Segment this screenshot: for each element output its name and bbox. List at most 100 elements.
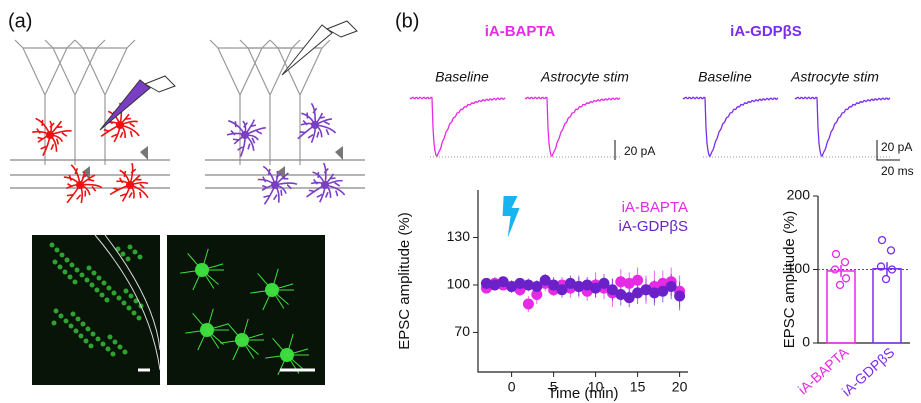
y-tick-label: 100 — [447, 276, 471, 292]
cell-signal — [100, 341, 106, 347]
cell-signal — [95, 336, 101, 342]
cell-process — [206, 329, 220, 349]
cell-signal — [110, 351, 116, 357]
data-point — [556, 284, 568, 296]
cell-signal — [64, 257, 70, 263]
cell-signal — [73, 328, 79, 334]
astrocyte-soma — [321, 181, 329, 189]
individual-point — [886, 246, 896, 255]
data-point — [615, 276, 627, 288]
neuron — [209, 39, 271, 165]
data-point — [489, 279, 501, 291]
neuron — [14, 39, 76, 165]
epsc-trace — [794, 96, 891, 158]
data-point — [573, 281, 585, 293]
cell-signal — [51, 320, 57, 326]
cell-signal — [107, 334, 113, 340]
trace-group-title: iA-BAPTA — [485, 23, 556, 40]
cell-signal — [63, 318, 69, 324]
bar — [872, 268, 902, 344]
data-point — [615, 288, 627, 300]
cell-process — [241, 339, 255, 359]
panel-label: (b) — [395, 10, 419, 32]
scale-bar — [876, 140, 900, 161]
individual-point — [840, 257, 850, 267]
cell-signal — [53, 308, 59, 314]
data-point — [581, 279, 593, 291]
cell-signal — [121, 300, 127, 306]
cell-signal — [89, 282, 95, 288]
cell-signal — [116, 295, 122, 301]
astrocyte-soma — [116, 121, 124, 129]
cell-process — [277, 354, 288, 376]
cell-signal — [49, 242, 55, 248]
cell-process — [271, 283, 294, 291]
legend-entry: iA-GDPβS — [619, 218, 688, 235]
cell-signal — [68, 323, 74, 329]
scale-label: 20 pA — [624, 144, 655, 158]
cell-signal — [70, 311, 76, 317]
x-tick-label: 0 — [508, 379, 516, 395]
cell-signal — [94, 287, 100, 293]
x-tick-label: 15 — [630, 379, 646, 395]
y-axis-label: EPSC amplitude (%) — [396, 212, 413, 350]
data-point — [623, 292, 635, 304]
cell-signal — [57, 264, 63, 270]
y-tick-label: 0 — [802, 334, 810, 350]
electrode-holder — [325, 20, 358, 38]
cell-signal — [117, 344, 123, 350]
electrode — [281, 24, 333, 76]
astrocyte-soma — [311, 121, 319, 129]
stimulus-bolt — [502, 196, 520, 238]
data-point — [480, 277, 492, 289]
cell-process — [272, 338, 288, 356]
individual-point — [830, 265, 840, 274]
cell-signal — [75, 316, 81, 322]
cell-signal — [122, 349, 128, 355]
cell-process — [271, 289, 285, 309]
cell-signal — [88, 343, 94, 349]
cell-signal — [133, 298, 139, 304]
condition-label: Baseline — [435, 69, 489, 85]
x-tick-label: 20 — [672, 379, 688, 395]
cell-signal — [78, 333, 84, 339]
y-tick-label: 130 — [447, 228, 471, 244]
cell-signal — [101, 280, 107, 286]
y-axis-label: EPSC amplitude (%) — [781, 211, 798, 349]
data-point — [640, 284, 652, 296]
y-tick-label: 200 — [787, 187, 811, 203]
individual-point — [876, 262, 886, 271]
cell-process — [197, 329, 208, 351]
cell-process — [220, 339, 243, 344]
cell-signal — [62, 269, 68, 275]
data-point — [674, 290, 686, 302]
individual-point — [881, 274, 891, 284]
cell-signal — [85, 326, 91, 332]
x-tick-label: 10 — [588, 379, 604, 395]
cell-process — [201, 248, 209, 271]
cell-process — [201, 263, 224, 271]
axis — [477, 190, 688, 373]
data-point — [598, 277, 610, 289]
epsc-trace — [682, 96, 779, 158]
cell-signal — [72, 279, 78, 285]
electrode-holder — [143, 75, 176, 93]
cell-signal — [58, 313, 64, 319]
cell-process — [192, 313, 208, 331]
legend-entry: iA-BAPTA — [622, 199, 688, 216]
data-point — [522, 279, 534, 291]
data-point — [657, 277, 669, 289]
schematics — [10, 20, 365, 385]
astrocyte-soma — [241, 131, 249, 139]
condition-label: Astrocyte stim — [790, 69, 879, 85]
individual-point — [877, 235, 887, 245]
cell-process — [286, 333, 294, 356]
cell-signal — [99, 292, 105, 298]
cell-process — [241, 333, 264, 341]
cell-signal — [111, 290, 117, 296]
condition-label: Baseline — [698, 69, 752, 85]
data-point — [539, 274, 551, 286]
cell-process — [232, 339, 243, 361]
cell-signal — [91, 270, 97, 276]
cell-signal — [96, 275, 102, 281]
